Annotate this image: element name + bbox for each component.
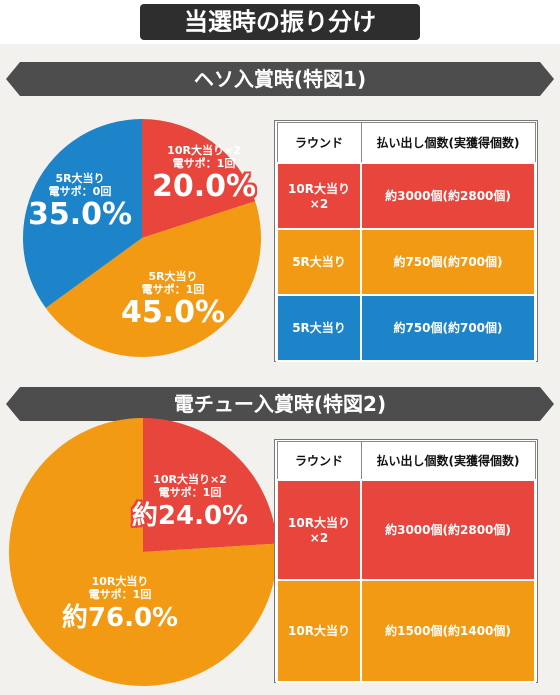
table-1-row-3-payout: 約750個(約700個) xyxy=(360,293,536,362)
pie2-label-10r2-name: 10R大当り×2 xyxy=(153,473,227,486)
pie1-label-10r: 10R大当り×2 電サポ：1回 20.0% xyxy=(148,144,260,204)
pie2-label-10r: 10R大当り 電サポ：1回 約76.0% xyxy=(52,575,188,635)
table-1-header-round: ラウンド xyxy=(276,122,362,163)
pie2-label-10r2-pct: 約24.0% xyxy=(131,501,249,531)
table-1-row-1-payout: 約3000個(約2800個) xyxy=(360,161,536,230)
section-2-band: 電チュー入賞時(特図2) xyxy=(6,387,554,421)
table-2-row-2-round: 10R大当り xyxy=(276,578,362,683)
section-1-title: ヘソ入賞時(特図1) xyxy=(193,67,367,91)
pie1-label-10r-name: 10R大当り×2 xyxy=(167,144,241,157)
pie1-label-5r-1-pct: 45.0% xyxy=(120,295,226,330)
table-1-row-3-round: 5R大当り xyxy=(276,293,362,362)
pie1-label-5r-0: 5R大当り 電サポ：0回 35.0% xyxy=(20,172,140,232)
pie2-label-10r-sub: 電サポ：1回 xyxy=(88,588,152,601)
pie2-label-10r2: 10R大当り×2 電サポ：1回 約24.0% xyxy=(128,473,252,533)
pie1-label-5r-0-sub: 電サポ：0回 xyxy=(48,185,112,198)
pie1-slice-3 xyxy=(22,119,142,308)
table-2-row-2-payout: 約1500個(約1400個) xyxy=(360,578,536,683)
section-1-band: ヘソ入賞時(特図1) xyxy=(6,62,554,96)
pie1-label-5r-1-name: 5R大当り xyxy=(148,270,198,283)
pie1-slice-2 xyxy=(45,201,262,358)
header-bar xyxy=(140,4,420,40)
pie2-slice-2 xyxy=(9,418,278,686)
pie1-label-5r-1-sub: 電サポ：1回 xyxy=(141,283,205,296)
section-2-panel: 電チュー入賞時(特図2) 10R大当り×2 電サポ：1回 約24.0% 10R大… xyxy=(0,375,560,695)
table-1-row-2-payout: 約750個(約700個) xyxy=(360,227,536,296)
pie1-label-10r-pct: 20.0% xyxy=(151,169,257,204)
pie2-label-10r2-sub: 電サポ：1回 xyxy=(158,486,222,499)
pie1-label-5r-0-name: 5R大当り xyxy=(55,172,105,185)
section-2-title: 電チュー入賞時(特図2) xyxy=(173,392,387,416)
page-title: 当選時の振り分け xyxy=(184,8,376,36)
pie1-label-5r-0-pct: 35.0% xyxy=(27,197,133,232)
pie2-label-10r-name: 10R大当り xyxy=(91,575,149,588)
table-1-row-1-round: 10R大当り ×2 xyxy=(276,161,362,230)
pie1-slice-1 xyxy=(142,119,256,238)
table-2-row-1-round: 10R大当り ×2 xyxy=(276,478,362,581)
pie-chart-2 xyxy=(9,418,278,686)
section-1-panel: ヘソ入賞時(特図1) 10R大当り×2 電サポ：1回 20.0% 5R大当り 電… xyxy=(0,44,560,375)
pie-chart-1 xyxy=(22,119,262,358)
table-2: ラウンド 払い出し個数(実獲得個数) 10R大当り ×2 約3000個(約280… xyxy=(276,441,536,683)
pie1-label-5r-1: 5R大当り 電サポ：1回 45.0% xyxy=(108,270,238,330)
table-1: ラウンド 払い出し個数(実獲得個数) 10R大当り ×2 約3000個(約280… xyxy=(276,122,536,362)
pie1-label-10r-sub: 電サポ：1回 xyxy=(172,157,236,170)
table-1-row-2-round: 5R大当り xyxy=(276,227,362,296)
pie2-label-10r-pct: 約76.0% xyxy=(61,603,179,633)
table-2-header-payout: 払い出し個数(実獲得個数) xyxy=(360,441,536,480)
table-1-header-payout: 払い出し個数(実獲得個数) xyxy=(360,122,536,163)
table-2-header-round: ラウンド xyxy=(276,441,362,480)
pie2-slice-1 xyxy=(143,418,277,552)
table-2-row-1-payout: 約3000個(約2800個) xyxy=(360,478,536,581)
header: 当選時の振り分け xyxy=(0,0,560,44)
